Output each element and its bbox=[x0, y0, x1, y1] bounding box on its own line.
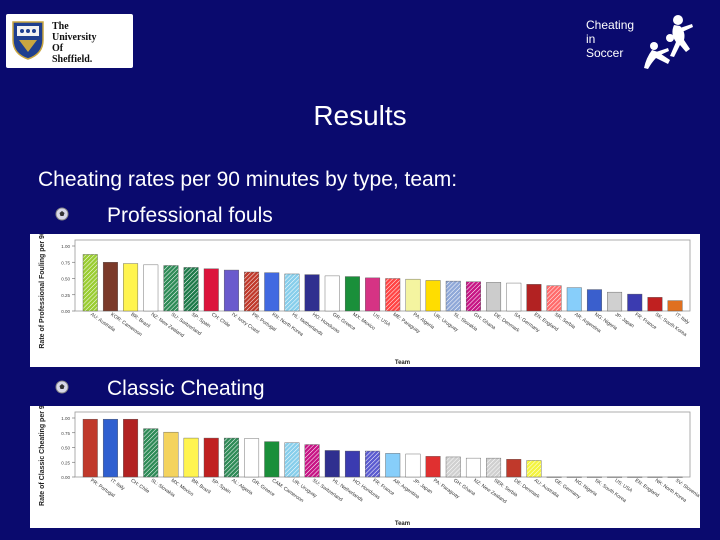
y-tick-label: 0.25 bbox=[61, 460, 70, 465]
x-tick-label: IT: Italy bbox=[109, 478, 126, 492]
bar bbox=[607, 476, 623, 478]
bar bbox=[344, 276, 360, 312]
bar bbox=[264, 272, 280, 312]
bar bbox=[425, 456, 441, 478]
bullet-label: Classic Cheating bbox=[107, 377, 265, 400]
bar bbox=[465, 457, 481, 478]
bar bbox=[284, 442, 300, 478]
y-axis-label: Rate of Professional Fouling per 90 minu… bbox=[39, 234, 46, 349]
x-axis-label: Team bbox=[395, 360, 410, 366]
y-tick-label: 0.00 bbox=[61, 475, 70, 480]
bar bbox=[586, 289, 602, 312]
bar bbox=[244, 438, 260, 478]
bar bbox=[123, 263, 139, 312]
bar bbox=[163, 431, 179, 478]
bar bbox=[223, 269, 239, 312]
bar bbox=[365, 450, 381, 478]
bar bbox=[344, 450, 360, 478]
bar bbox=[244, 271, 260, 312]
bar bbox=[123, 418, 139, 478]
bar bbox=[486, 282, 502, 312]
bar bbox=[607, 291, 623, 312]
bar bbox=[566, 287, 582, 312]
brand-text: Cheating in Soccer bbox=[586, 18, 635, 60]
bar bbox=[526, 460, 542, 478]
bar bbox=[647, 297, 663, 312]
bar bbox=[667, 476, 683, 478]
x-tick-label: AL: Algeria bbox=[230, 478, 253, 497]
bar bbox=[526, 284, 542, 312]
x-tick-label: IT: Italy bbox=[674, 312, 691, 326]
x-axis-label: Team bbox=[395, 521, 410, 527]
x-tick-label: CH: Chile bbox=[210, 312, 231, 329]
professional-fouls-chart-svg: Rate of Professional Fouling per 90 minu… bbox=[39, 234, 691, 366]
bar bbox=[102, 262, 118, 312]
soccer-players-icon bbox=[644, 15, 693, 69]
bar bbox=[183, 437, 199, 478]
y-tick-label: 1.00 bbox=[61, 244, 70, 249]
x-tick-label: SP: Spain bbox=[210, 478, 232, 496]
bar bbox=[82, 418, 98, 478]
bar bbox=[486, 457, 502, 478]
slide-subtitle: Cheating rates per 90 minutes by type, t… bbox=[38, 168, 458, 191]
bar bbox=[324, 450, 340, 478]
bar bbox=[506, 282, 522, 312]
bar bbox=[365, 277, 381, 312]
bar bbox=[647, 476, 663, 478]
bar bbox=[425, 280, 441, 312]
professional-fouls-chart: Rate of Professional Fouling per 90 minu… bbox=[30, 234, 700, 367]
y-tick-label: 0.25 bbox=[61, 293, 70, 298]
bar bbox=[546, 476, 562, 478]
y-tick-label: 0.75 bbox=[61, 431, 70, 436]
bar bbox=[143, 428, 159, 478]
bar bbox=[163, 265, 179, 312]
soccer-ball-bullet-icon bbox=[55, 207, 69, 221]
bar bbox=[627, 476, 643, 478]
bar bbox=[304, 274, 320, 312]
bar bbox=[586, 476, 602, 478]
y-tick-label: 0.50 bbox=[61, 277, 70, 282]
soccer-ball-bullet-icon bbox=[55, 380, 69, 394]
bar bbox=[183, 267, 199, 312]
classic-cheating-chart: Rate of Classic Cheating per 90 mins 0.00… bbox=[30, 406, 700, 528]
y-tick-label: 1.00 bbox=[61, 416, 70, 421]
bar bbox=[385, 453, 401, 478]
x-tick-label: CH: Chile bbox=[129, 478, 150, 495]
y-axis-label: Rate of Classic Cheating per 90 mins bbox=[39, 406, 46, 506]
bar bbox=[445, 280, 461, 312]
bar bbox=[284, 273, 300, 312]
bar bbox=[82, 254, 98, 312]
bar bbox=[465, 281, 481, 312]
bar bbox=[627, 293, 643, 312]
bar bbox=[405, 278, 421, 312]
bar bbox=[506, 459, 522, 478]
y-tick-label: 0.75 bbox=[61, 260, 70, 265]
slide-title: Results bbox=[313, 100, 407, 131]
bar bbox=[264, 441, 280, 478]
y-tick-label: 0.00 bbox=[61, 309, 70, 314]
bar bbox=[667, 300, 683, 312]
classic-cheating-chart-svg: Rate of Classic Cheating per 90 mins 0.00… bbox=[39, 406, 700, 527]
university-crest-icon bbox=[12, 21, 44, 60]
bar bbox=[203, 437, 219, 478]
bar bbox=[385, 278, 401, 312]
university-logo: The University Of Sheffield. bbox=[6, 14, 133, 68]
bar bbox=[445, 456, 461, 478]
bar bbox=[143, 264, 159, 312]
bar bbox=[405, 453, 421, 478]
bar bbox=[566, 476, 582, 478]
bar bbox=[203, 268, 219, 312]
bar bbox=[304, 444, 320, 478]
bullet-label: Professional fouls bbox=[107, 204, 273, 227]
bar bbox=[223, 437, 239, 478]
bar bbox=[546, 285, 562, 312]
university-name: The University Of Sheffield. bbox=[52, 21, 97, 65]
bar bbox=[324, 275, 340, 312]
y-tick-label: 0.50 bbox=[61, 446, 70, 451]
bar bbox=[102, 418, 118, 478]
